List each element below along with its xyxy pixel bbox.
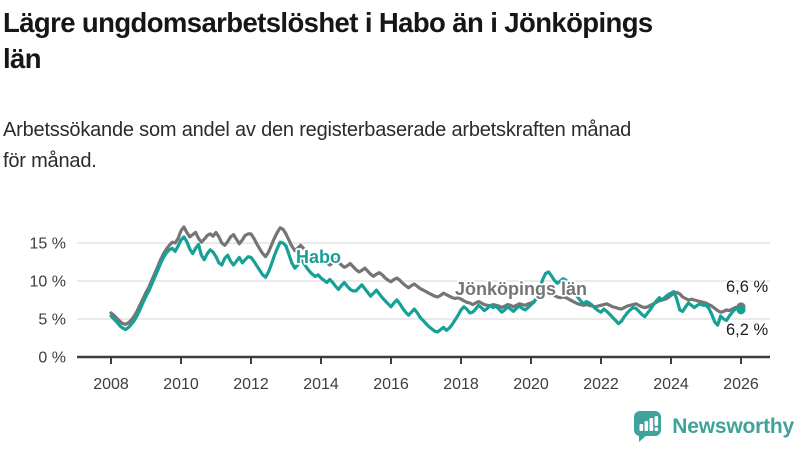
jonkopings-lan-series-label: Jönköpings län [455,279,587,299]
svg-text:2010: 2010 [163,376,199,393]
svg-text:15 %: 15 % [30,236,66,253]
svg-text:2024: 2024 [653,376,689,393]
svg-text:2022: 2022 [583,376,619,393]
axis-tick-labels: 0 % 5 % 10 % 15 % 2008 2010 2012 2014 2016 2018 20… [30,236,759,394]
newsworthy-brand-text: Newsworthy [672,414,794,438]
svg-text:5 %: 5 % [38,312,66,329]
series-lines [109,225,746,334]
svg-text:10 %: 10 % [30,274,66,291]
page-title-line-2: län [3,43,42,74]
svg-text:2018: 2018 [443,376,479,393]
svg-text:2020: 2020 [513,376,549,393]
chart-subtitle: Arbetssökande som andel av den registerb… [3,115,793,177]
svg-text:2026: 2026 [723,376,759,393]
annotations: Habo Jönköpings län 6,6 % 6,2 % [294,245,770,340]
chart-subtitle-line-2: för månad. [3,150,97,172]
gridlines [77,242,770,320]
svg-text:2012: 2012 [233,376,269,393]
svg-text:2016: 2016 [373,376,409,393]
x-axis [77,355,770,364]
jonkopings-lan-end-value-label: 6,6 % [726,278,769,296]
page-title: Lägre ungdomsarbetslöshet i Habo än i Jö… [3,5,793,77]
svg-text:2014: 2014 [303,376,339,393]
svg-text:0 %: 0 % [38,350,66,367]
habo-series-label: Habo [296,247,341,267]
newsworthy-brand: Newsworthy [633,410,794,443]
page-title-line-1: Lägre ungdomsarbetslöshet i Habo än i Jö… [3,7,653,38]
newsworthy-logo-icon [634,411,662,442]
svg-text:2008: 2008 [93,376,129,393]
habo-end-value-label: 6,2 % [726,321,769,339]
chart-subtitle-line-1: Arbetssökande som andel av den registerb… [3,119,632,141]
